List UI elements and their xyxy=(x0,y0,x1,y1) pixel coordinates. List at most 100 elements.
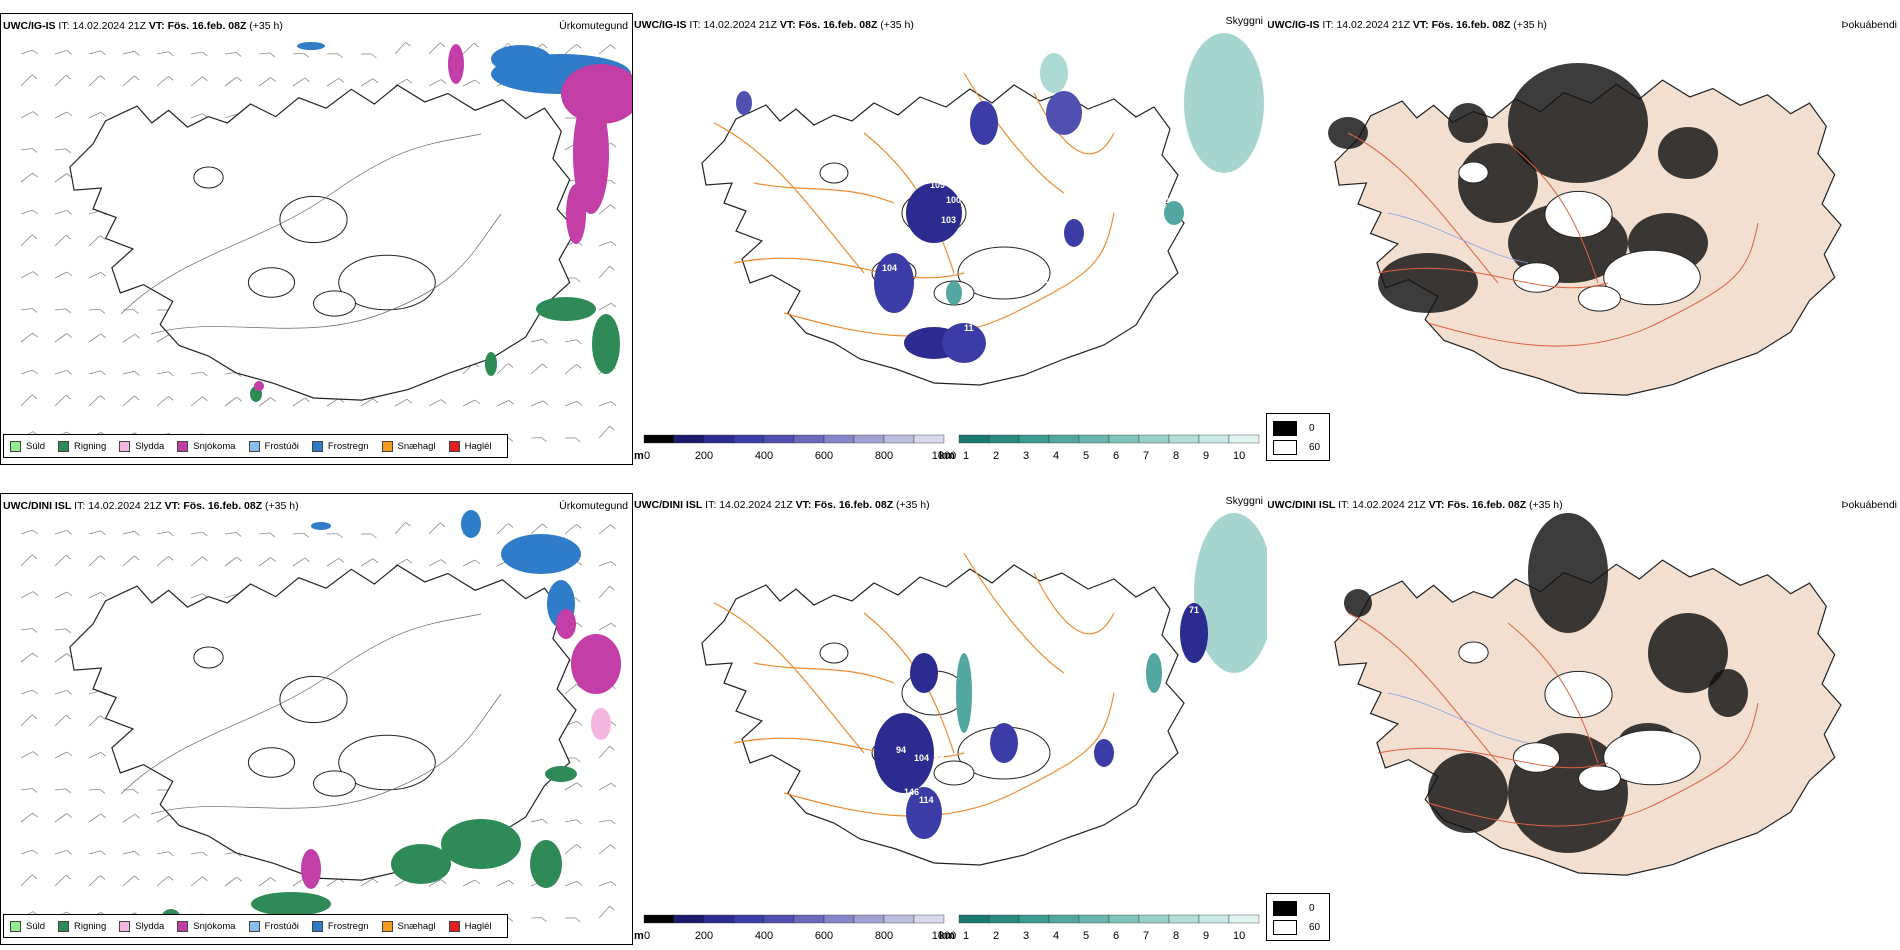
fog-map xyxy=(1328,63,1842,396)
wind-barb xyxy=(202,851,208,857)
wind-barb xyxy=(564,683,577,695)
wind-barb xyxy=(20,49,33,55)
wind-barb xyxy=(406,398,413,404)
wind-barb xyxy=(100,850,106,856)
precip-area xyxy=(545,766,577,782)
precip-area xyxy=(571,634,621,694)
wind-barb xyxy=(542,523,548,529)
wind-barb xyxy=(496,400,510,407)
colorbar-tick: 0 xyxy=(644,450,650,462)
wind-barb xyxy=(54,530,67,535)
colorbar-unit-m: m xyxy=(634,450,644,462)
wind-barb xyxy=(100,592,107,597)
wind-barb xyxy=(190,396,203,407)
colorbar-tick: 6 xyxy=(1113,930,1119,942)
wind-barb xyxy=(292,77,306,87)
low-visibility-area xyxy=(1046,91,1082,135)
vt-value: Fös. 16.feb. 08Z xyxy=(1431,19,1511,31)
fog-panel-dini: UWC/DINI ISL IT: 14.02.2024 21Z VT: Fös.… xyxy=(1268,493,1900,945)
colorbar-step xyxy=(1168,434,1200,444)
wind-barb xyxy=(32,849,39,855)
wind-barb xyxy=(20,74,33,87)
wind-barb xyxy=(236,396,242,402)
vt-value: Fös. 16.feb. 08Z xyxy=(167,20,247,32)
wind-barb xyxy=(508,880,515,885)
wind-barb xyxy=(156,75,169,87)
fog-area xyxy=(1708,669,1748,717)
wind-barb xyxy=(576,339,582,345)
wind-barb xyxy=(100,813,107,819)
panel-header: UWC/DINI ISL IT: 14.02.2024 21Z VT: Fös.… xyxy=(634,495,1263,513)
wind-barb xyxy=(202,371,208,377)
colorbar-step xyxy=(853,434,885,444)
panel-title: Skyggni xyxy=(1225,15,1263,27)
wind-barb xyxy=(530,400,544,407)
legend-swatch xyxy=(10,920,21,932)
legend-item-haglel: Haglél xyxy=(448,440,492,452)
wind-barb xyxy=(190,556,203,567)
wind-barb xyxy=(66,850,72,855)
wind-barb xyxy=(20,234,33,247)
fog-area xyxy=(1344,589,1372,617)
wind-barb xyxy=(32,369,39,375)
wind-barb xyxy=(610,302,617,308)
road-line xyxy=(783,212,1115,337)
wind-barb xyxy=(609,746,615,751)
colorbar-tick: 400 xyxy=(755,930,773,942)
wind-barb xyxy=(564,43,577,55)
wind-barb xyxy=(564,400,578,407)
colorbar-step xyxy=(883,914,915,924)
wind-barb xyxy=(576,560,583,566)
road-line xyxy=(1377,747,1609,769)
wind-barb xyxy=(508,400,515,405)
panel-header: UWC/IG-IS IT: 14.02.2024 21Z VT: Fös. 16… xyxy=(3,20,628,34)
wind-barb xyxy=(394,398,408,407)
wind-barb xyxy=(65,554,72,560)
wind-barb xyxy=(168,75,174,81)
model-name: UWC/IG-IS xyxy=(634,19,687,31)
wind-barb xyxy=(360,878,374,887)
panel-header: UWC/IG-IS IT: 14.02.2024 21Z VT: Fös. 16… xyxy=(1268,19,1897,33)
colorbar-step xyxy=(763,914,795,924)
wind-barb xyxy=(65,788,72,794)
wind-barb xyxy=(326,557,340,567)
road-line xyxy=(1427,702,1759,827)
wind-barb xyxy=(20,369,33,375)
road-line xyxy=(1033,572,1115,635)
wind-barb xyxy=(530,363,543,375)
wind-barb xyxy=(20,332,33,343)
wind-barb xyxy=(156,371,169,375)
low-visibility-area xyxy=(990,723,1018,763)
low-visibility-area xyxy=(874,713,934,793)
wind-barb xyxy=(258,397,271,407)
legend-item-rigning: Rigning xyxy=(58,920,106,932)
wind-barb xyxy=(292,52,304,55)
road-line xyxy=(1347,132,1499,284)
visibility-value: 13 xyxy=(934,750,944,760)
it-label: IT: xyxy=(1338,499,1350,511)
wind-barb xyxy=(31,148,38,153)
it-value: 14.02.2024 21Z xyxy=(72,20,146,32)
wind-barb xyxy=(292,397,306,407)
wind-barb xyxy=(564,339,577,343)
wind-barb xyxy=(88,555,101,567)
wind-barb xyxy=(122,530,135,535)
wind-barb xyxy=(372,878,379,884)
wind-barb xyxy=(99,788,106,794)
colorbar-step xyxy=(883,434,915,444)
wind-barb xyxy=(270,77,276,82)
glacier xyxy=(193,646,224,669)
wind-barb xyxy=(100,333,107,339)
wind-barb xyxy=(190,51,203,55)
wind-barb xyxy=(65,234,72,240)
visibility-value: 104 xyxy=(914,753,929,763)
wind-barb xyxy=(394,42,406,55)
fog-panel-igis: UWC/IG-IS IT: 14.02.2024 21Z VT: Fös. 16… xyxy=(1268,13,1900,465)
wind-barb xyxy=(54,173,67,183)
wind-barb xyxy=(372,398,379,404)
wind-barb xyxy=(530,523,543,535)
wind-barb xyxy=(66,813,72,818)
wind-barb xyxy=(610,142,617,148)
wind-barb xyxy=(66,751,73,757)
